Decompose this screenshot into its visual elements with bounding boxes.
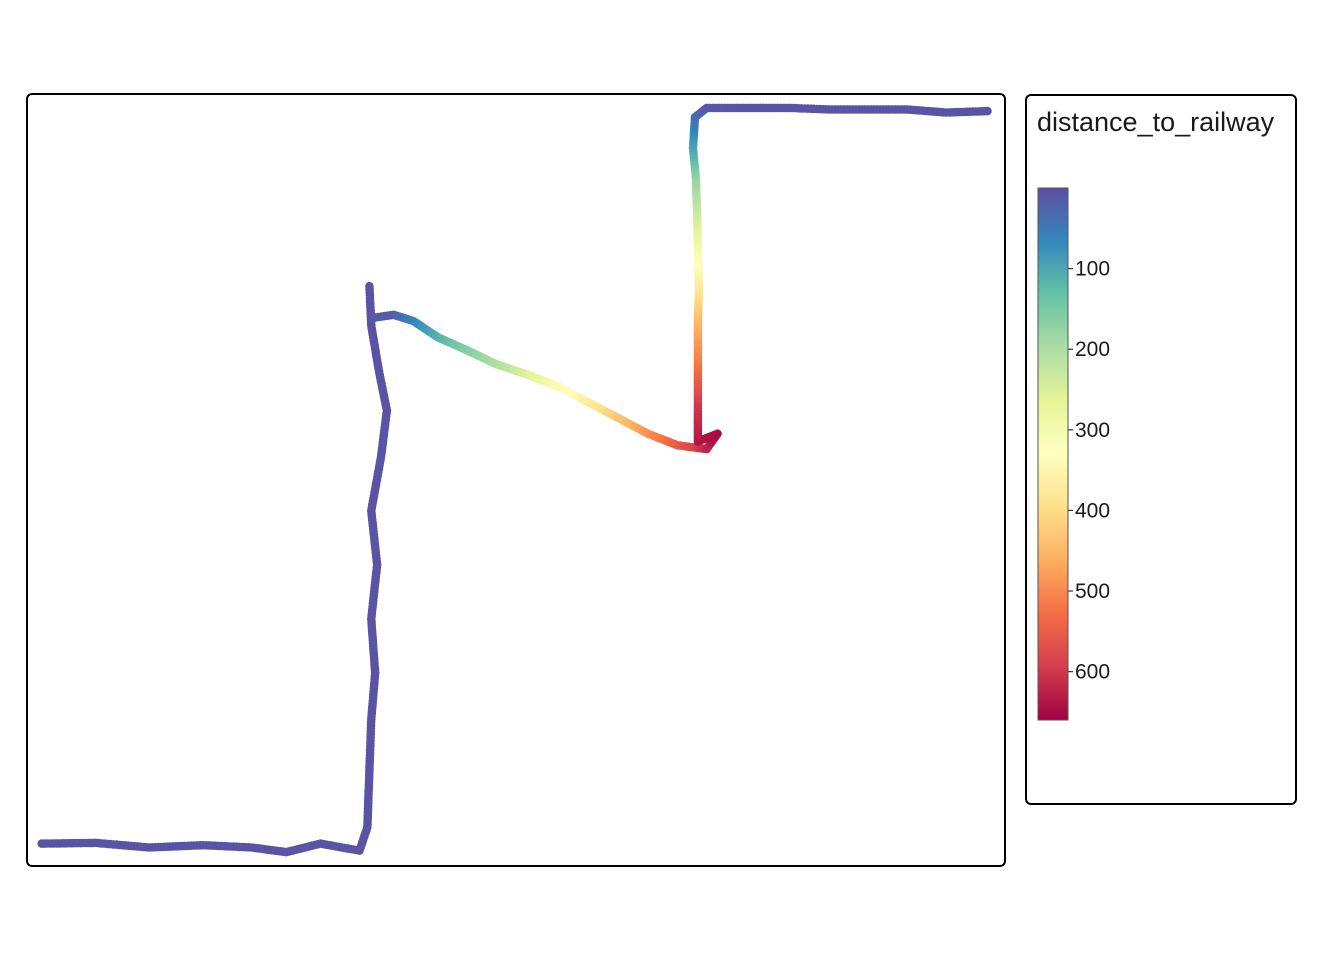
legend-colorbar	[1037, 187, 1069, 721]
legend-tick-label: 300	[1075, 419, 1110, 442]
legend-title: distance_to_railway	[1037, 107, 1275, 137]
map-frame	[26, 93, 1006, 867]
legend-tick-label: 400	[1075, 499, 1110, 522]
track-point	[983, 106, 992, 116]
legend-tick-label: 600	[1075, 661, 1110, 684]
track-points	[37, 103, 992, 857]
legend: distance_to_railway 100 200 300 400 500 600	[1025, 94, 1297, 805]
legend-tick-label: 100	[1075, 258, 1110, 281]
legend-frame	[1025, 94, 1297, 805]
legend-tick-label: 200	[1075, 338, 1110, 361]
track-point	[365, 281, 374, 291]
legend-ticks: 100 200 300 400 500 600	[1068, 258, 1110, 684]
legend-tick-label: 500	[1075, 580, 1110, 603]
